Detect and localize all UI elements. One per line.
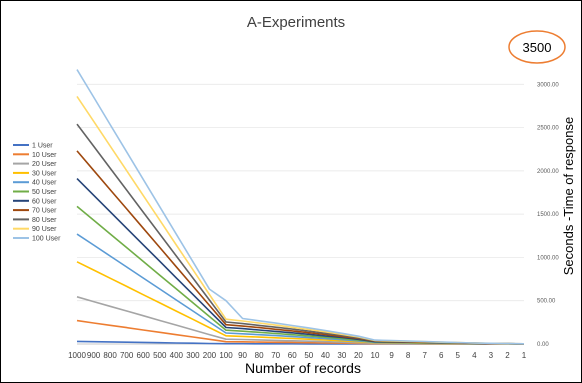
x-tick-label: 5 <box>456 351 461 360</box>
x-tick-label: 600 <box>137 351 151 360</box>
y-tick-label: 3000.00 <box>537 82 559 88</box>
legend-label: 60 User <box>32 198 57 205</box>
legend-label: 100 User <box>32 236 61 243</box>
legend-item: 50 User <box>13 189 57 196</box>
series-line-90-user <box>76 95 525 345</box>
legend-item: 100 User <box>13 236 61 243</box>
legend-label: 90 User <box>32 226 57 233</box>
legend: 1 User 10 User 20 User 30 User 40 User 50 Use… <box>13 143 61 243</box>
legend-label: 80 User <box>32 217 57 224</box>
legend-item: 1 User <box>13 143 53 150</box>
x-tick-label: 1000 <box>68 351 86 360</box>
x-tick-label: 700 <box>120 351 134 360</box>
y-axis-ticks: 0.00 500.00 1000.00 1500.00 2000.00 2500.00 30… <box>537 82 559 348</box>
x-tick-label: 1 <box>522 351 527 360</box>
x-tick-label: 60 <box>288 351 297 360</box>
x-tick-label: 100 <box>219 351 233 360</box>
series-lines <box>76 69 525 345</box>
y-tick-label: 500.00 <box>537 299 556 305</box>
legend-item: 20 User <box>13 161 57 168</box>
x-tick-label: 8 <box>406 351 411 360</box>
x-tick-label: 2 <box>505 351 510 360</box>
legend-item: 60 User <box>13 198 57 205</box>
y-tick-label: 0.00 <box>537 342 549 348</box>
x-tick-label: 300 <box>186 351 200 360</box>
legend-label: 10 User <box>32 152 57 159</box>
x-tick-label: 50 <box>304 351 313 360</box>
x-tick-label: 3 <box>489 351 494 360</box>
y-axis-label: Seconds -Time of response <box>561 117 576 275</box>
x-tick-label: 9 <box>389 351 394 360</box>
series-line-80-user <box>76 123 525 345</box>
x-axis-label: Number of records <box>245 360 361 376</box>
legend-item: 80 User <box>13 217 57 224</box>
y-tick-label: 2500.00 <box>537 126 559 132</box>
x-tick-label: 6 <box>439 351 444 360</box>
legend-item: 70 User <box>13 208 57 215</box>
x-tick-label: 4 <box>472 351 477 360</box>
annotation-label: 3500 <box>523 40 552 55</box>
y-tick-label: 1000.00 <box>537 255 559 261</box>
series-line-100-user <box>76 69 525 345</box>
x-tick-label: 80 <box>255 351 264 360</box>
legend-label: 1 User <box>32 143 53 150</box>
legend-label: 30 User <box>32 170 57 177</box>
annotation-circle <box>508 30 566 64</box>
legend-item: 90 User <box>13 226 57 233</box>
x-tick-label: 800 <box>103 351 117 360</box>
x-tick-label: 90 <box>238 351 247 360</box>
x-tick-label: 70 <box>271 351 280 360</box>
x-tick-label: 500 <box>153 351 167 360</box>
x-tick-label: 40 <box>321 351 330 360</box>
legend-item: 10 User <box>13 152 57 159</box>
legend-item: 30 User <box>13 170 57 177</box>
x-tick-label: 7 <box>422 351 427 360</box>
legend-label: 70 User <box>32 208 57 215</box>
x-tick-label: 900 <box>87 351 101 360</box>
legend-item: 40 User <box>13 180 57 187</box>
x-axis-ticks: 1000 900 800 700 600 500 400 300 200 100 90 80 70 60 5… <box>68 351 527 360</box>
x-tick-label: 30 <box>337 351 346 360</box>
x-tick-label: 10 <box>371 351 380 360</box>
chart-title: A-Experiments <box>247 14 345 31</box>
x-tick-label: 400 <box>170 351 184 360</box>
x-tick-label: 20 <box>354 351 363 360</box>
legend-label: 50 User <box>32 189 57 196</box>
legend-label: 40 User <box>32 180 57 187</box>
gridlines <box>77 83 524 345</box>
legend-label: 20 User <box>32 161 57 168</box>
y-tick-label: 1500.00 <box>537 212 559 218</box>
series-line-50-user <box>76 205 525 345</box>
y-tick-label: 2000.00 <box>537 169 559 175</box>
x-tick-label: 200 <box>203 351 217 360</box>
